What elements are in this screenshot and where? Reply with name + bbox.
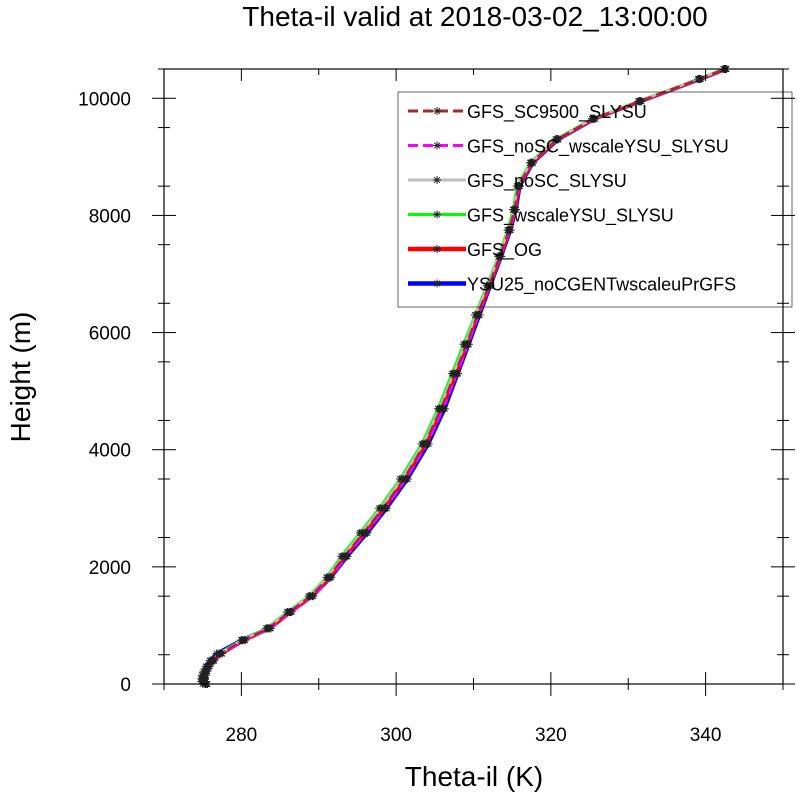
- x-tick-label: 280: [226, 725, 258, 746]
- legend-box: [397, 91, 793, 308]
- data-point: [337, 552, 346, 561]
- data-point: [199, 667, 208, 676]
- data-point: [197, 674, 206, 683]
- data-point: [424, 439, 433, 448]
- series-markers-5: [197, 65, 731, 688]
- legend-marker: [433, 176, 441, 184]
- legend-marker: [433, 279, 441, 288]
- data-point: [497, 252, 506, 261]
- legend-marker: [433, 141, 441, 150]
- data-point: [197, 671, 206, 680]
- axis-ticks: 280 300 320 340 0 2000 4000 6000 8000 10000: [78, 68, 795, 746]
- y-tick-label: 2000: [89, 558, 131, 579]
- x-tick-label: 340: [690, 725, 722, 746]
- data-point: [447, 369, 456, 378]
- legend-label-5: YSU25_noCGENTwscaleuPrGFS: [467, 275, 736, 296]
- y-tick-label: 6000: [89, 324, 131, 345]
- data-point: [696, 74, 705, 83]
- data-point: [529, 158, 538, 167]
- y-tick-label: 8000: [89, 206, 131, 227]
- legend-marker: [433, 210, 441, 219]
- data-point: [395, 475, 404, 483]
- y-tick-label: 10000: [78, 89, 131, 110]
- data-point: [512, 205, 521, 214]
- data-point: [343, 552, 352, 561]
- legend-label-1: GFS_noSC_wscaleYSU_SLYSU: [467, 137, 729, 158]
- data-point: [237, 636, 246, 645]
- data-point: [263, 624, 272, 633]
- data-point: [506, 226, 515, 235]
- data-point: [210, 656, 219, 665]
- data-point: [454, 369, 463, 378]
- data-point: [375, 504, 384, 513]
- legend-label-4: GFS_OG: [467, 240, 542, 261]
- data-point: [637, 97, 646, 106]
- legend-label-0: GFS_SC9500_SLYSU: [467, 102, 647, 123]
- data-point: [205, 656, 214, 665]
- legend-marker: [433, 245, 441, 253]
- data-point: [440, 404, 449, 413]
- data-point: [201, 662, 210, 671]
- legend-label-3: GFS_wscaleYSU_SLYSU: [467, 206, 674, 227]
- data-point: [554, 135, 563, 144]
- data-point: [327, 573, 336, 582]
- data-point: [212, 649, 221, 658]
- chart-title: Theta-il valid at 2018-03-02_13:00:00: [242, 1, 707, 32]
- data-point: [464, 340, 473, 349]
- legend-label-2: GFS_noSC_SLYSU: [467, 171, 627, 192]
- data-point: [286, 607, 295, 616]
- x-axis-label: Theta-il (K): [405, 761, 543, 792]
- y-axis-label: Height (m): [5, 312, 36, 443]
- x-tick-label: 300: [380, 725, 412, 746]
- data-point: [475, 311, 484, 319]
- data-point: [363, 528, 372, 537]
- data-point: [382, 504, 391, 513]
- legend: GFS_SC9500_SLYSU GFS_noSC_wscaleYSU_SLYSU…: [397, 91, 793, 308]
- data-point: [403, 475, 412, 483]
- data-point: [486, 281, 495, 290]
- data-point: [433, 404, 442, 413]
- data-point: [590, 114, 599, 123]
- data-point: [218, 649, 227, 658]
- data-point: [515, 182, 524, 191]
- data-point: [355, 528, 364, 537]
- data-point: [417, 439, 426, 448]
- x-tick-label: 320: [535, 725, 567, 746]
- y-tick-label: 4000: [89, 441, 131, 462]
- legend-marker: [433, 107, 441, 115]
- data-point: [308, 592, 317, 601]
- y-tick-label: 0: [120, 675, 131, 696]
- data-point: [201, 677, 210, 686]
